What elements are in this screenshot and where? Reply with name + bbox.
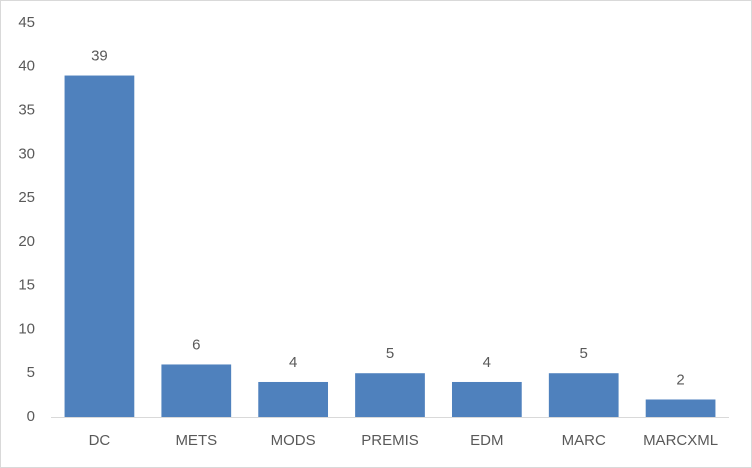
x-tick-label: MARC (562, 432, 606, 449)
y-tick-label: 15 (18, 277, 35, 294)
y-tick-label: 45 (18, 14, 35, 31)
bar (258, 381, 329, 417)
bar (161, 364, 232, 417)
bar (548, 373, 619, 417)
x-tick-label: PREMIS (361, 432, 419, 449)
x-tick-label: MARCXML (643, 432, 718, 449)
data-label: 4 (289, 354, 297, 371)
x-tick-label: MODS (271, 432, 316, 449)
bar (451, 381, 522, 417)
data-label: 5 (580, 345, 588, 362)
data-label: 4 (483, 354, 491, 371)
y-tick-label: 0 (27, 408, 35, 425)
x-tick-label: DC (89, 432, 111, 449)
bar (645, 399, 716, 417)
data-label: 2 (676, 371, 684, 388)
y-tick-label: 10 (18, 320, 35, 337)
bar (355, 373, 425, 417)
x-tick-label: EDM (470, 432, 503, 449)
x-tick-label: METS (175, 432, 217, 449)
y-tick-label: 40 (18, 58, 35, 75)
y-tick-label: 25 (18, 189, 35, 206)
y-tick-label: 5 (27, 364, 35, 381)
bar (64, 75, 135, 418)
y-tick-label: 35 (18, 102, 35, 119)
y-tick-label: 20 (18, 233, 35, 250)
data-label: 6 (192, 336, 200, 353)
y-tick-label: 30 (18, 145, 35, 162)
data-label: 39 (91, 48, 108, 65)
data-label: 5 (386, 345, 394, 362)
